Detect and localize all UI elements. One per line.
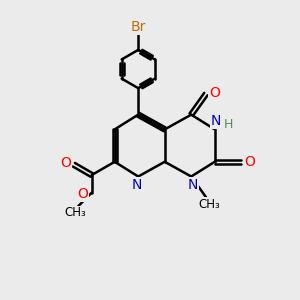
Text: N: N <box>188 178 198 192</box>
Text: O: O <box>77 187 88 201</box>
Text: CH₃: CH₃ <box>198 198 220 211</box>
Text: CH₃: CH₃ <box>64 206 86 219</box>
Text: O: O <box>60 156 71 170</box>
Text: O: O <box>245 155 256 169</box>
Text: O: O <box>209 85 220 100</box>
Text: Br: Br <box>130 20 146 34</box>
Text: N: N <box>132 178 142 192</box>
Text: N: N <box>211 114 221 128</box>
Text: H: H <box>223 118 233 131</box>
